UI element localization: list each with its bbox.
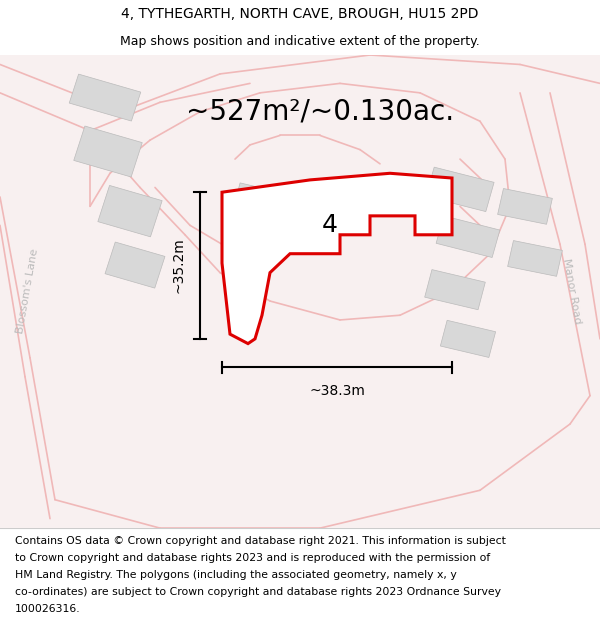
Polygon shape xyxy=(426,167,494,212)
Text: co-ordinates) are subject to Crown copyright and database rights 2023 Ordnance S: co-ordinates) are subject to Crown copyr… xyxy=(15,587,501,597)
Text: Map shows position and indicative extent of the property.: Map shows position and indicative extent… xyxy=(120,35,480,48)
Polygon shape xyxy=(105,242,165,288)
Polygon shape xyxy=(98,186,162,237)
Text: ~38.3m: ~38.3m xyxy=(309,384,365,398)
Polygon shape xyxy=(497,189,553,224)
Text: 4, TYTHEGARTH, NORTH CAVE, BROUGH, HU15 2PD: 4, TYTHEGARTH, NORTH CAVE, BROUGH, HU15 … xyxy=(121,7,479,21)
Polygon shape xyxy=(508,241,562,276)
Polygon shape xyxy=(222,173,452,344)
Text: 100026316.: 100026316. xyxy=(15,604,80,614)
Polygon shape xyxy=(69,74,141,121)
Polygon shape xyxy=(425,269,485,310)
Polygon shape xyxy=(440,320,496,357)
Text: Blossom's Lane: Blossom's Lane xyxy=(16,248,40,335)
Text: ~35.2m: ~35.2m xyxy=(171,238,185,293)
Text: HM Land Registry. The polygons (including the associated geometry, namely x, y: HM Land Registry. The polygons (includin… xyxy=(15,570,457,580)
Polygon shape xyxy=(436,216,500,258)
Text: Manor Road: Manor Road xyxy=(562,258,583,325)
Text: to Crown copyright and database rights 2023 and is reproduced with the permissio: to Crown copyright and database rights 2… xyxy=(15,553,490,563)
Polygon shape xyxy=(226,183,310,253)
Text: Contains OS data © Crown copyright and database right 2021. This information is : Contains OS data © Crown copyright and d… xyxy=(15,536,506,546)
Text: 4: 4 xyxy=(322,213,338,238)
Text: ~527m²/~0.130ac.: ~527m²/~0.130ac. xyxy=(186,98,454,126)
Polygon shape xyxy=(74,126,142,177)
